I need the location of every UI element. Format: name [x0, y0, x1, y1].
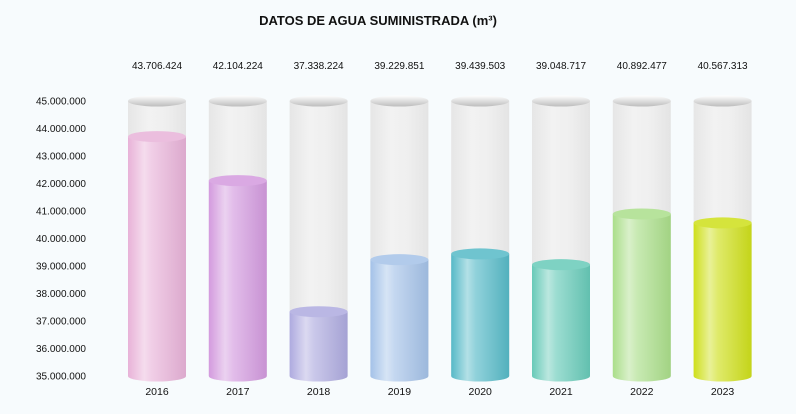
cylinder: [693, 95, 752, 382]
y-tick-label: 42.000.000: [36, 179, 86, 190]
cylinder: [208, 95, 267, 382]
cylinder: [370, 95, 429, 382]
y-tick-label: 35.000.000: [36, 372, 86, 383]
y-axis: 35.000.000 36.000.000 37.000.000 38.000.000…: [36, 97, 86, 383]
y-tick-label: 44.000.000: [36, 124, 86, 135]
bar-top: [612, 208, 671, 220]
chart-title: DATOS DE AGUA SUMINISTRADA (m³): [259, 13, 497, 28]
bar-top: [693, 217, 752, 229]
bar-top: [208, 175, 267, 187]
cylinder-cap: [693, 95, 752, 107]
x-axis: 2016 2017 2018 2019 2020 2021 2022 2023: [145, 386, 734, 398]
x-tick-label: 2019: [388, 386, 412, 398]
bar: [289, 311, 348, 382]
value-label: 37.338.224: [294, 61, 344, 72]
cylinder: [532, 95, 590, 382]
x-tick-label: 2020: [469, 386, 493, 398]
cylinder-cap: [208, 95, 267, 107]
bar: [532, 264, 590, 382]
bar-top: [532, 259, 590, 271]
x-tick-label: 2022: [630, 386, 654, 398]
x-tick-label: 2021: [549, 386, 573, 398]
y-tick-label: 45.000.000: [36, 97, 86, 108]
y-tick-label: 41.000.000: [36, 207, 86, 218]
cylinder-cap: [289, 95, 348, 107]
y-tick-label: 36.000.000: [36, 344, 86, 355]
cylinder-cap: [451, 95, 510, 107]
bar-top: [370, 254, 429, 266]
bar-top: [451, 248, 510, 260]
bar-top: [289, 306, 348, 318]
y-tick-label: 43.000.000: [36, 152, 86, 163]
cylinder: [128, 95, 186, 382]
bar: [451, 253, 510, 382]
bar: [693, 222, 752, 382]
bar: [128, 136, 186, 382]
cylinder: [612, 95, 671, 382]
cylinder-cap: [128, 95, 186, 107]
cylinder-cap: [370, 95, 429, 107]
x-tick-label: 2018: [307, 386, 331, 398]
bar-top: [128, 131, 186, 143]
value-label: 40.892.477: [617, 61, 667, 72]
y-tick-label: 39.000.000: [36, 262, 86, 273]
value-label: 42.104.224: [213, 61, 263, 72]
value-label: 43.706.424: [132, 61, 182, 72]
x-tick-label: 2017: [226, 386, 250, 398]
x-tick-label: 2016: [145, 386, 169, 398]
cylinder: [289, 95, 348, 382]
x-tick-label: 2023: [711, 386, 735, 398]
cylinder-cap: [532, 95, 590, 107]
y-tick-label: 40.000.000: [36, 234, 86, 245]
bar: [612, 213, 671, 382]
value-label: 39.048.717: [536, 61, 586, 72]
cylinder: [451, 95, 510, 382]
value-label: 40.567.313: [698, 61, 748, 72]
bar: [208, 180, 267, 382]
value-label: 39.439.503: [455, 61, 505, 72]
value-label: 39.229.851: [374, 61, 424, 72]
bar: [370, 259, 429, 382]
value-labels: 43.706.424 42.104.224 37.338.224 39.229.851…: [132, 61, 748, 72]
y-tick-label: 38.000.000: [36, 289, 86, 300]
cylinder-cap: [612, 95, 671, 107]
y-tick-label: 37.000.000: [36, 317, 86, 328]
bars: [128, 95, 752, 382]
